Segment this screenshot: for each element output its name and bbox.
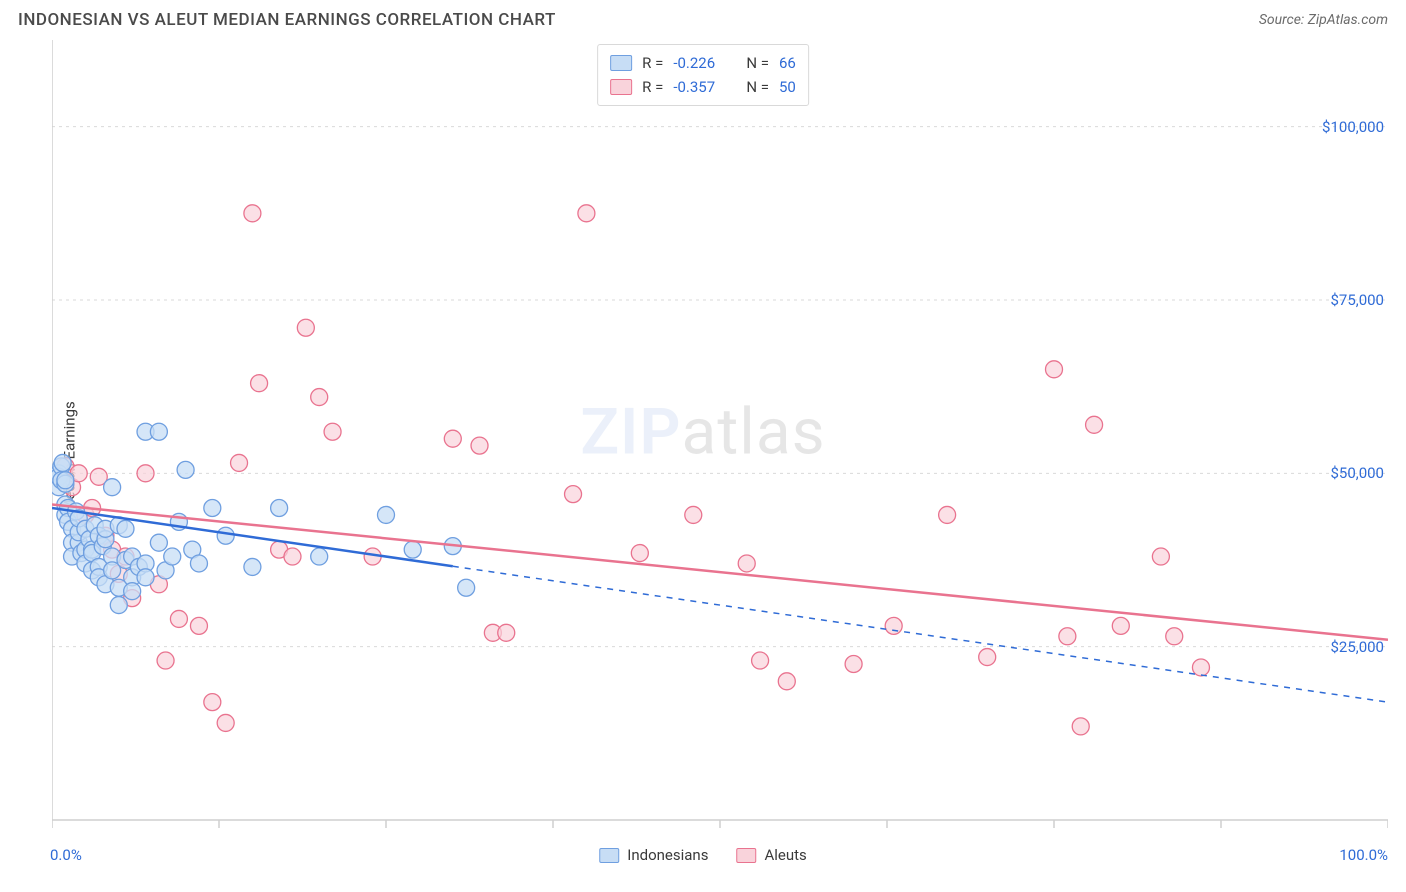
legend-swatch [610, 79, 632, 95]
legend-swatch [599, 848, 619, 863]
x-axis-max-label: 100.0% [1339, 846, 1388, 864]
y-tick-label: $25,000 [1330, 638, 1384, 656]
legend-item: Indonesians [599, 846, 708, 864]
legend-row: R = -0.357 N = 50 [610, 75, 796, 99]
series-legend: Indonesians Aleuts [599, 846, 807, 864]
x-axis-min-label: 0.0% [50, 846, 82, 864]
correlation-legend: R = -0.226 N = 66R = -0.357 N = 50 [597, 44, 809, 106]
chart-container: Median Earnings ZIPatlas R = -0.226 N = … [18, 40, 1388, 874]
legend-label: Indonesians [627, 846, 708, 864]
y-tick-label: $50,000 [1330, 464, 1384, 482]
source-attribution: Source: ZipAtlas.com [1259, 12, 1388, 28]
legend-row: R = -0.226 N = 66 [610, 51, 796, 75]
chart-title: INDONESIAN VS ALEUT MEDIAN EARNINGS CORR… [18, 10, 556, 30]
legend-swatch [610, 55, 632, 71]
legend-label: Aleuts [764, 846, 806, 864]
y-tick-label: $100,000 [1322, 118, 1384, 136]
y-tick-label: $75,000 [1330, 291, 1384, 309]
legend-item: Aleuts [736, 846, 806, 864]
legend-swatch [736, 848, 756, 863]
scatter-plot [52, 40, 1388, 840]
